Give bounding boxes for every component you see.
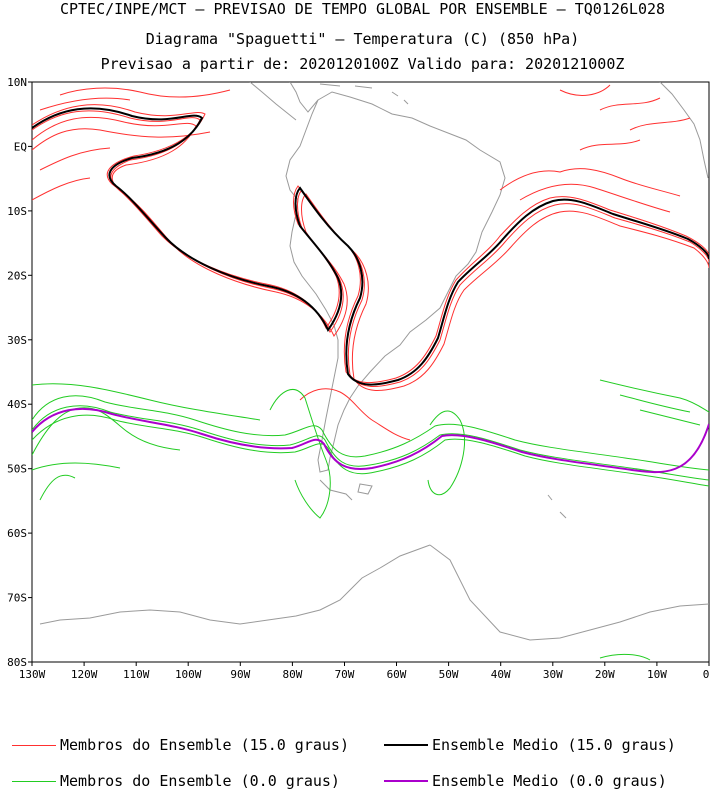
legend-label: Membros do Ensemble (15.0 graus): [60, 736, 349, 754]
member-15-line: [39, 87, 231, 111]
lon-label: 90W: [230, 668, 250, 681]
mean-0-line: [32, 407, 709, 474]
legend-label: Membros do Ensemble (0.0 graus): [60, 772, 340, 790]
lon-label: 50W: [439, 668, 459, 681]
lon-label: 40W: [491, 668, 511, 681]
members-0-layer: [32, 379, 709, 661]
member-0-line: [32, 407, 181, 501]
lon-label: 70W: [335, 668, 355, 681]
lon-label: 100W: [175, 668, 202, 681]
member-15-line: [559, 84, 691, 151]
mean-15-line: [32, 107, 709, 386]
lon-label: 130W: [19, 668, 46, 681]
coastline-islands: [547, 494, 567, 519]
coastline-south-america: [285, 91, 506, 473]
legend-mean-0: Ensemble Medio (0.0 graus): [384, 772, 667, 790]
legend-label: Ensemble Medio (15.0 graus): [432, 736, 676, 754]
lat-label: 60S: [7, 527, 27, 540]
coastline-antarctica: [39, 544, 709, 641]
lon-label: 30W: [543, 668, 563, 681]
legend-label: Ensemble Medio (0.0 graus): [432, 772, 667, 790]
lon-label: 110W: [123, 668, 150, 681]
member-15-line: [32, 116, 709, 391]
thin-line-icon: [12, 780, 56, 782]
coastline-africa: [659, 82, 709, 179]
member-0-line: [32, 383, 261, 471]
line-icon: [384, 780, 428, 782]
lat-label: 70S: [7, 592, 27, 605]
header-line-3: Previsao a partir de: 2020120100Z Valido…: [100, 55, 625, 73]
lon-label: 20W: [595, 668, 615, 681]
lat-label: 10N: [7, 76, 27, 89]
lat-label: 20S: [7, 269, 27, 282]
member-0-line: [269, 389, 331, 519]
header-line-2: Diagrama "Spaguetti" – Temperatura (C) (…: [145, 30, 580, 48]
member-0-line: [599, 379, 709, 426]
thin-line-icon: [12, 744, 56, 746]
member-0-line: [32, 414, 709, 487]
lon-label: 0: [703, 668, 710, 681]
lon-label: 80W: [282, 668, 302, 681]
header-line-1: CPTEC/INPE/MCT – PREVISAO DE TEMPO GLOBA…: [59, 0, 666, 18]
coastline-layer: [39, 82, 709, 641]
lon-axis: 130W 120W 110W 100W 90W 80W 70W 60W 50W …: [19, 662, 710, 681]
member-0-line: [599, 653, 651, 661]
lat-label: 40S: [7, 398, 27, 411]
lat-label: 80S: [7, 656, 27, 669]
member-0-line: [32, 405, 709, 481]
coastline-tierra-del-fuego: [319, 479, 373, 501]
member-15-line: [499, 168, 681, 213]
legend-members-0: Membros do Ensemble (0.0 graus): [12, 772, 340, 790]
lat-label: 10S: [7, 205, 27, 218]
lat-label: 50S: [7, 463, 27, 476]
lon-label: 60W: [387, 668, 407, 681]
line-icon: [384, 744, 428, 746]
lat-axis: 10N EQ 10S 20S 30S 40S 50S 60S 70S 80S: [7, 76, 32, 669]
coastline-caribbean: [319, 83, 409, 105]
member-0-line: [32, 395, 709, 471]
member-0-line: [427, 410, 466, 496]
member-15-line: [299, 388, 411, 441]
lon-label: 120W: [71, 668, 98, 681]
legend-mean-15: Ensemble Medio (15.0 graus): [384, 736, 676, 754]
lon-label: 10W: [647, 668, 667, 681]
lat-label: EQ: [14, 140, 27, 153]
member-15-line: [32, 128, 211, 201]
lat-label: 30S: [7, 334, 27, 347]
coastline-central-america: [249, 82, 319, 121]
legend-members-15: Membros do Ensemble (15.0 graus): [12, 736, 349, 754]
